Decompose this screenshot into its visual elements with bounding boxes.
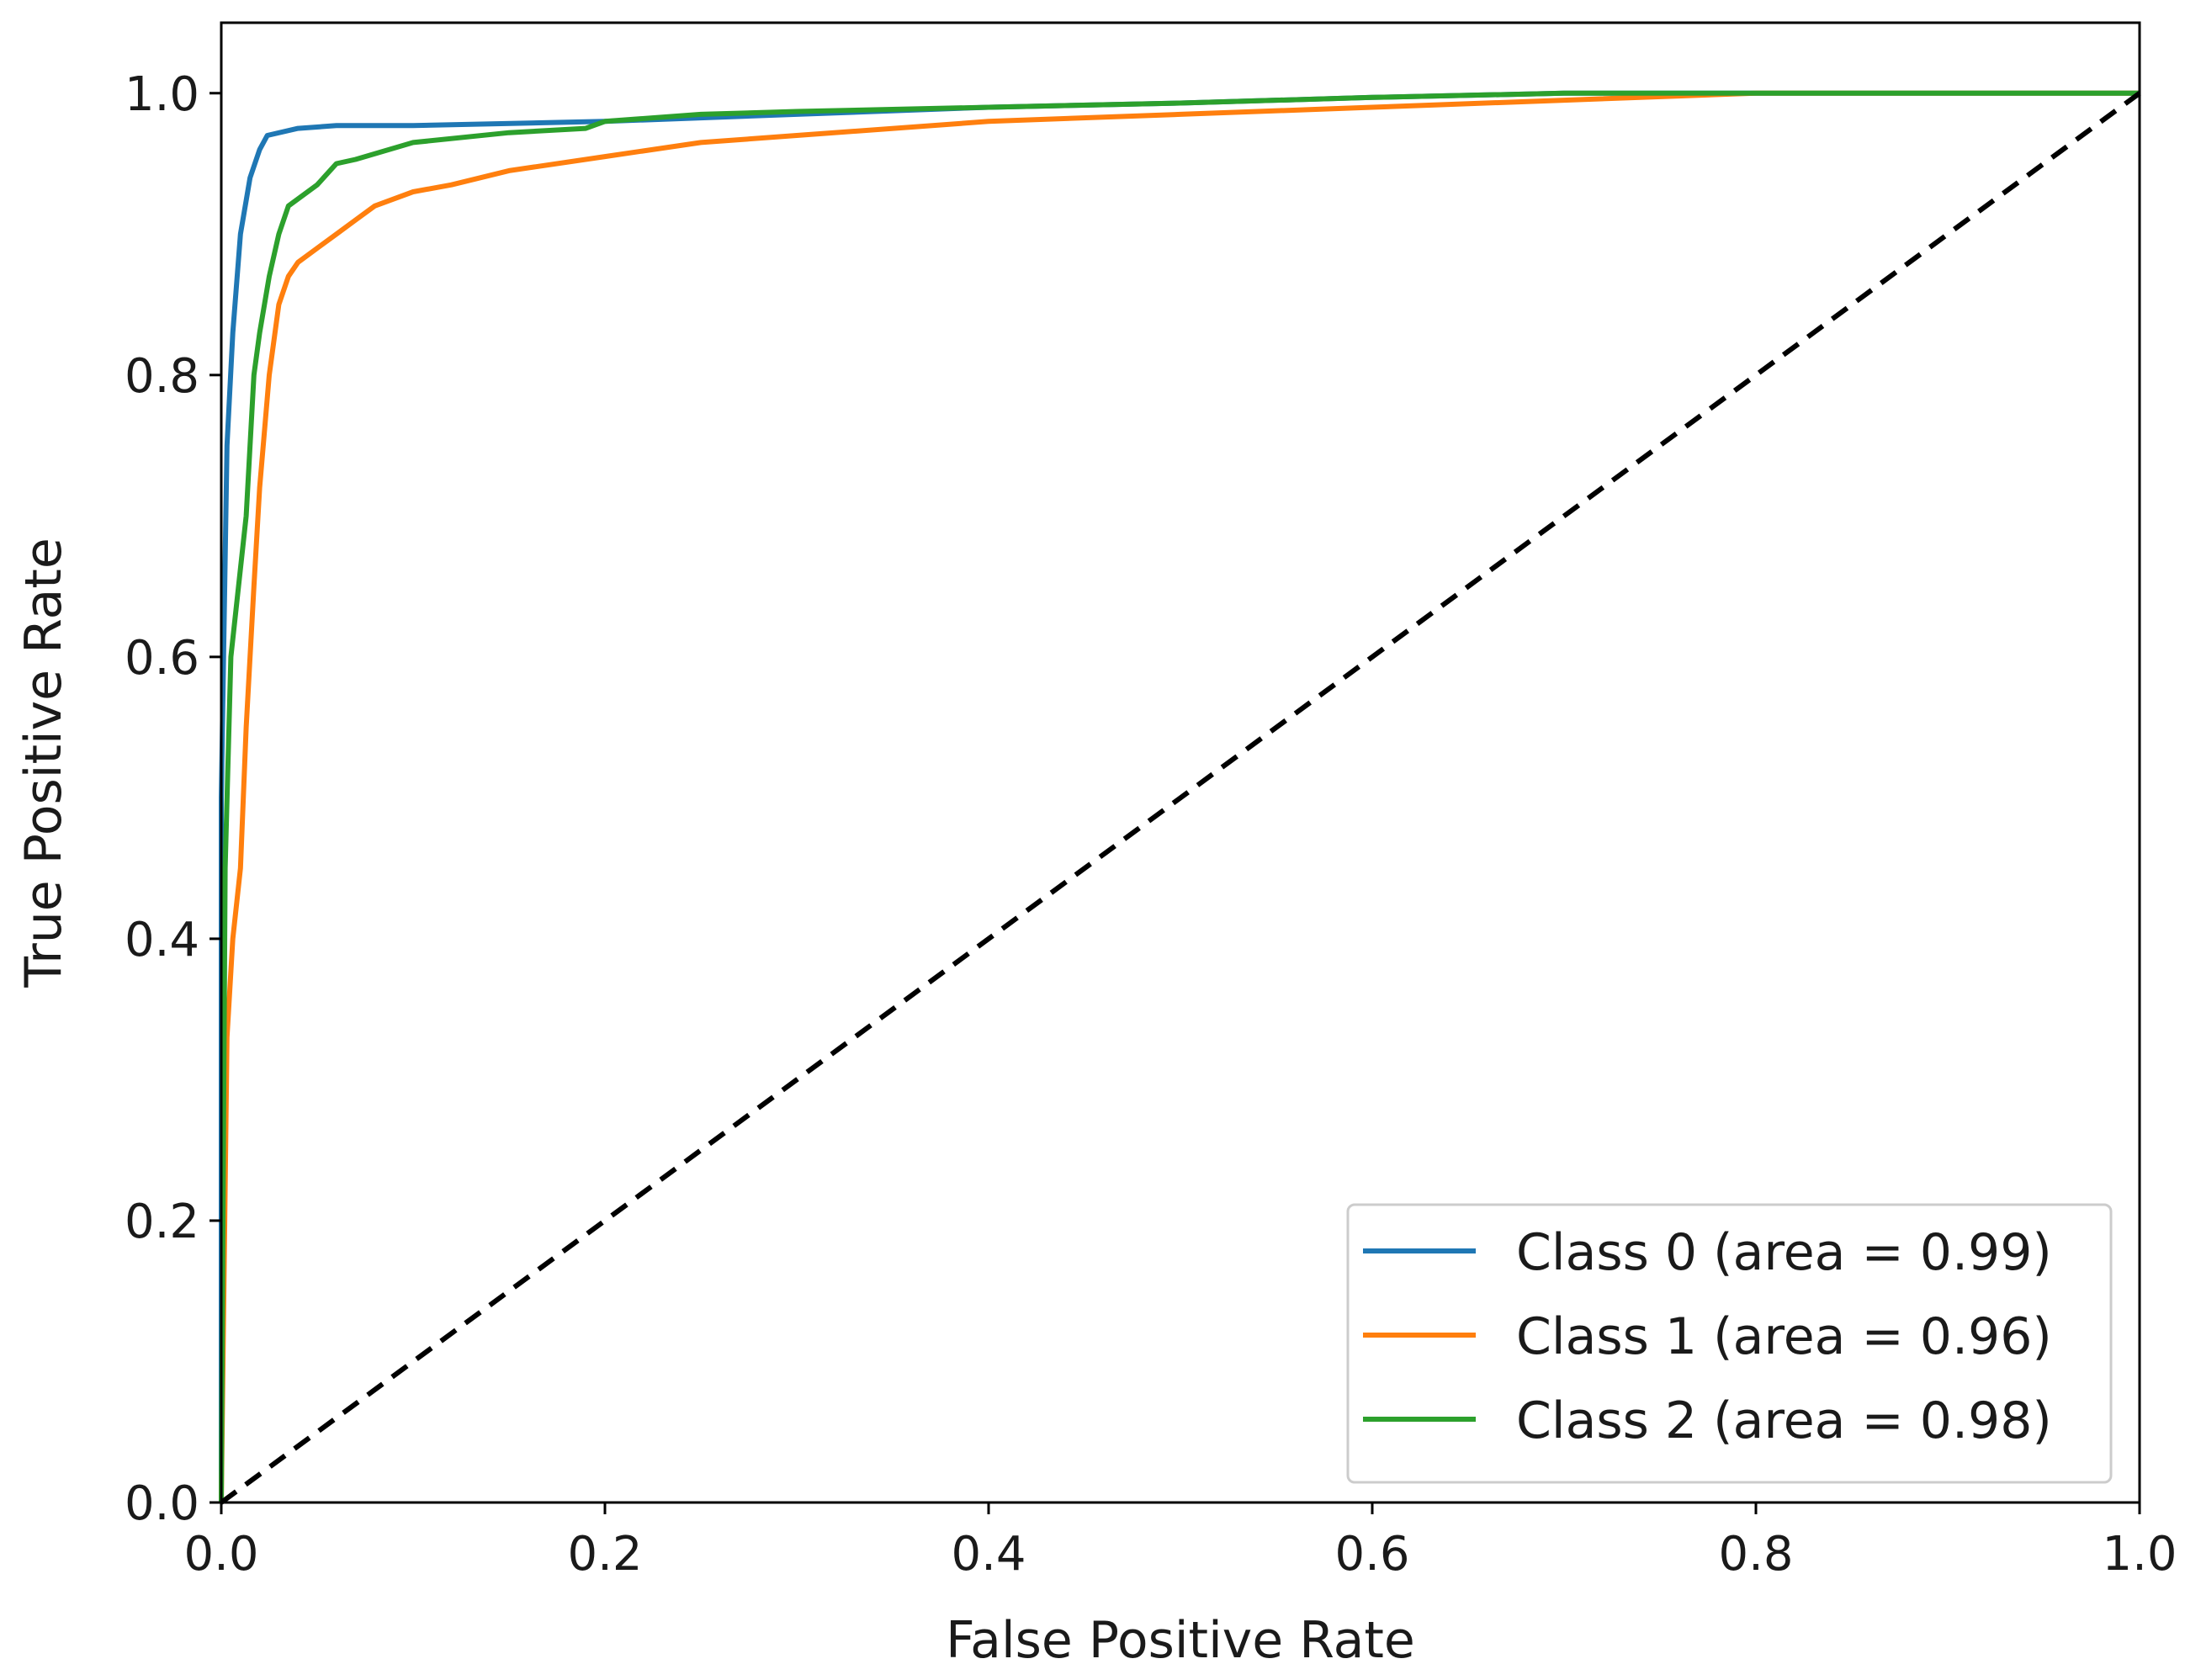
y-tick-label: 0.2 xyxy=(125,1195,199,1249)
series-line-class-1 xyxy=(219,90,2140,1503)
series-line-class-2 xyxy=(219,90,2140,1503)
x-tick-label: 0.8 xyxy=(1718,1527,1793,1582)
y-axis-label: True Positive Rate xyxy=(14,538,73,988)
legend-label: Class 2 (area = 0.98) xyxy=(1516,1391,2052,1450)
y-tick-label: 1.0 xyxy=(125,67,199,122)
chance-diagonal-line xyxy=(220,91,2141,1505)
legend-label: Class 1 (area = 0.96) xyxy=(1516,1307,2052,1366)
legend-label: Class 0 (area = 0.99) xyxy=(1516,1223,2052,1282)
series-layer xyxy=(219,90,2141,1505)
y-axis-ticks: 0.0 0.2 0.4 0.6 0.8 1.0 xyxy=(125,67,221,1531)
legend: Class 0 (area = 0.99) Class 1 (area = 0.9… xyxy=(1346,1203,2113,1484)
axes-frame xyxy=(220,21,2141,1504)
x-tick-label: 0.6 xyxy=(1334,1527,1409,1582)
legend-box xyxy=(1346,1203,2113,1484)
y-tick-label: 0.8 xyxy=(125,349,199,404)
x-tick-label: 0.0 xyxy=(183,1527,258,1582)
x-tick-label: 0.2 xyxy=(567,1527,642,1582)
x-tick-label: 1.0 xyxy=(2102,1527,2177,1582)
x-tick-label: 0.4 xyxy=(951,1527,1026,1582)
y-tick-label: 0.6 xyxy=(125,631,199,686)
y-tick-label: 0.0 xyxy=(125,1476,199,1531)
y-tick-label: 0.4 xyxy=(125,913,199,967)
x-axis-ticks: 0.0 0.2 0.4 0.6 0.8 1.0 xyxy=(183,1502,2177,1582)
x-axis-label: False Positive Rate xyxy=(946,1611,1415,1670)
